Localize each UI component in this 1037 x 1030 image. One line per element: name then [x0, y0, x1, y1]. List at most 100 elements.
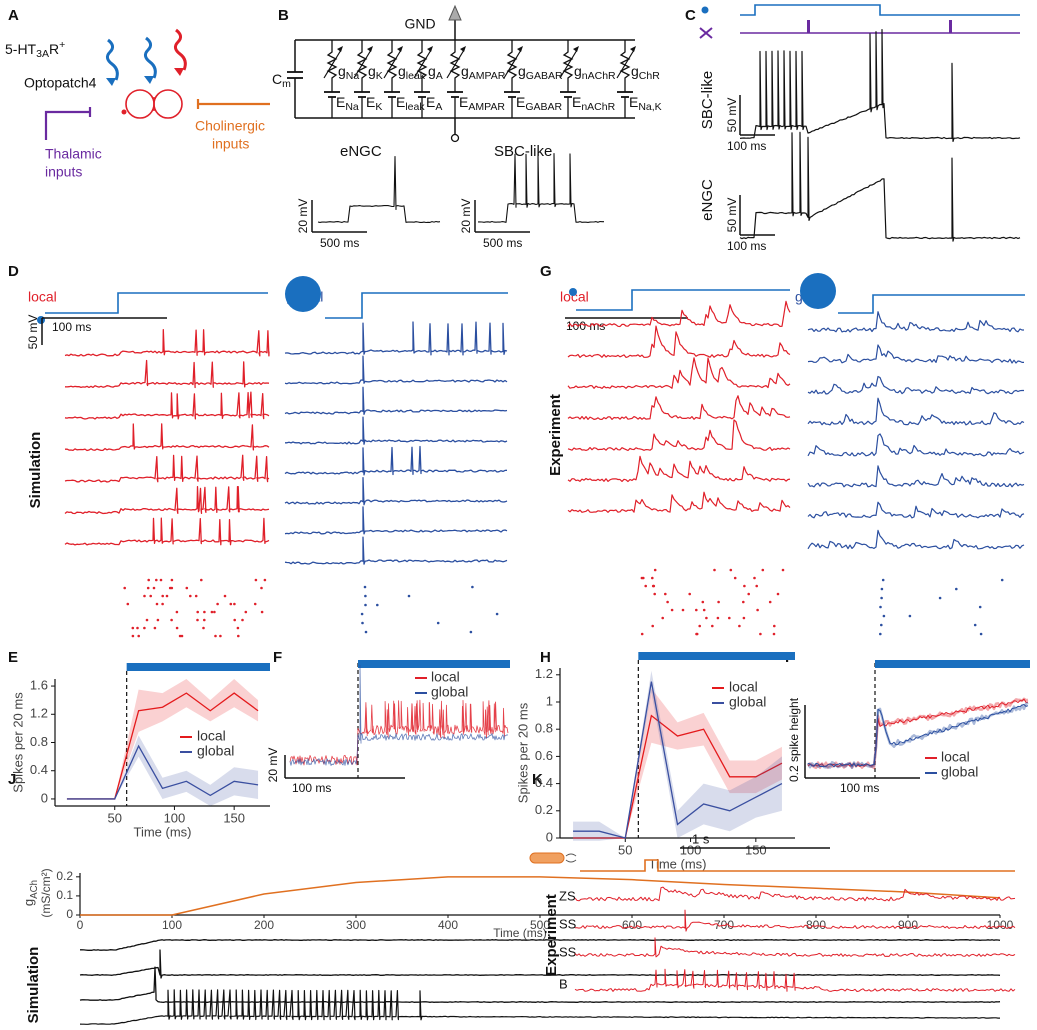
- variable-arrow: [353, 49, 372, 79]
- panel-letter: K: [532, 771, 543, 788]
- label-part: nAChR: [581, 101, 615, 113]
- label: 0.2 spike height: [787, 697, 801, 782]
- raster-dot: [244, 610, 248, 614]
- label: eNGC: [699, 179, 716, 221]
- voltage-trace: [574, 937, 1016, 958]
- y-axis-label: Spikes per 20 ms: [10, 692, 25, 793]
- raster-dot: [713, 568, 716, 572]
- label: gAMPAR: [461, 63, 506, 82]
- voltage-trace: [80, 939, 1001, 951]
- raster-dot: [210, 610, 214, 614]
- x-axis-label: Time (ms): [648, 856, 706, 871]
- label: Experiment: [543, 894, 560, 976]
- x-tick-label: 900: [898, 918, 918, 932]
- x-axis-label: Time (ms): [493, 926, 547, 940]
- label-part: GABAR: [525, 101, 562, 113]
- raster-dot: [153, 626, 157, 630]
- raster-dot: [229, 602, 233, 606]
- label: gACh: [21, 880, 39, 906]
- label: SBC-like: [699, 71, 716, 129]
- y-tick-label: 1.2: [535, 666, 553, 681]
- label: 500 ms: [483, 236, 522, 250]
- voltage-trace: [806, 701, 1029, 770]
- variable-arrow: [413, 49, 432, 79]
- voltage-trace: [567, 300, 791, 328]
- raster-dot: [742, 616, 746, 620]
- raster-dot: [695, 632, 699, 636]
- raster-dot: [165, 594, 169, 598]
- y-tick-label: 0: [546, 829, 553, 844]
- raster-dot: [363, 585, 367, 589]
- output-node: [450, 133, 460, 143]
- raster-dot: [161, 602, 164, 606]
- raster-dot: [364, 603, 367, 607]
- voltage-trace: [317, 155, 441, 224]
- label-part: +: [59, 39, 65, 51]
- panel-letter: B: [278, 7, 289, 24]
- raster-dot: [753, 576, 756, 580]
- raster-dot: [213, 610, 216, 614]
- raster-dot: [216, 602, 219, 606]
- variable-arrow: [323, 49, 342, 79]
- light-spot: [569, 288, 577, 296]
- raster-dot: [759, 632, 762, 636]
- label-part: E: [459, 94, 468, 110]
- raster-dot: [143, 626, 146, 630]
- label: 100 ms: [727, 239, 766, 253]
- variable-arrow: [503, 49, 522, 79]
- label: 100 ms: [840, 781, 879, 795]
- label: inputs: [212, 136, 249, 152]
- raster-dot: [756, 608, 759, 612]
- pipette: [529, 852, 565, 864]
- variable-arrow: [616, 49, 635, 79]
- x-axis-label: Time (ms): [133, 824, 191, 839]
- voltage-trace: [284, 321, 508, 356]
- voltage-trace: [284, 477, 508, 506]
- label: SS: [559, 916, 577, 931]
- label: global: [941, 764, 978, 780]
- stimulus: [580, 859, 1015, 872]
- label: 500 ms: [320, 236, 359, 250]
- arrow-head: [427, 46, 433, 52]
- raster-dot: [155, 578, 158, 582]
- raster-dot: [254, 578, 258, 582]
- label-part: E: [629, 94, 638, 110]
- arrow-head: [397, 46, 403, 52]
- raster-dot: [131, 626, 135, 630]
- voltage-trace: [284, 445, 508, 476]
- raster-dot: [196, 618, 199, 622]
- raster-dot: [651, 576, 654, 580]
- raster-dot: [664, 592, 667, 596]
- voltage-trace: [807, 704, 1029, 768]
- raster-dot: [170, 618, 173, 622]
- voltage-trace: [64, 517, 270, 546]
- arrow-head: [106, 78, 116, 86]
- voltage-trace: [284, 355, 508, 385]
- label-part: C: [272, 71, 282, 87]
- raster-dot: [716, 616, 720, 620]
- raster-dot: [705, 616, 708, 620]
- raster-dot: [738, 624, 741, 628]
- raster-dot: [772, 632, 776, 636]
- series-line: [573, 681, 783, 839]
- label: gA: [428, 63, 443, 82]
- label-part: g: [428, 63, 436, 79]
- label: 1 s: [692, 831, 710, 846]
- label: Eleak: [396, 94, 425, 113]
- label: EGABAR: [516, 94, 563, 113]
- x-tick-label: 50: [618, 842, 632, 857]
- x-tick-label: 150: [223, 810, 245, 825]
- label: EAMPAR: [459, 94, 505, 113]
- y-tick-label: 0.2: [56, 869, 73, 883]
- y-tick-label: 0.6: [535, 748, 553, 763]
- voltage-trace: [79, 989, 1000, 1025]
- voltage-trace: [567, 325, 791, 358]
- resistor: [506, 40, 518, 92]
- voltage-trace: [739, 29, 1021, 142]
- raster-dot: [364, 594, 367, 598]
- x-tick-label: 500: [530, 918, 550, 932]
- raster-dot: [200, 578, 203, 582]
- raster-dot: [361, 621, 364, 625]
- voltage-trace: [284, 386, 508, 415]
- raster-dot: [711, 624, 714, 628]
